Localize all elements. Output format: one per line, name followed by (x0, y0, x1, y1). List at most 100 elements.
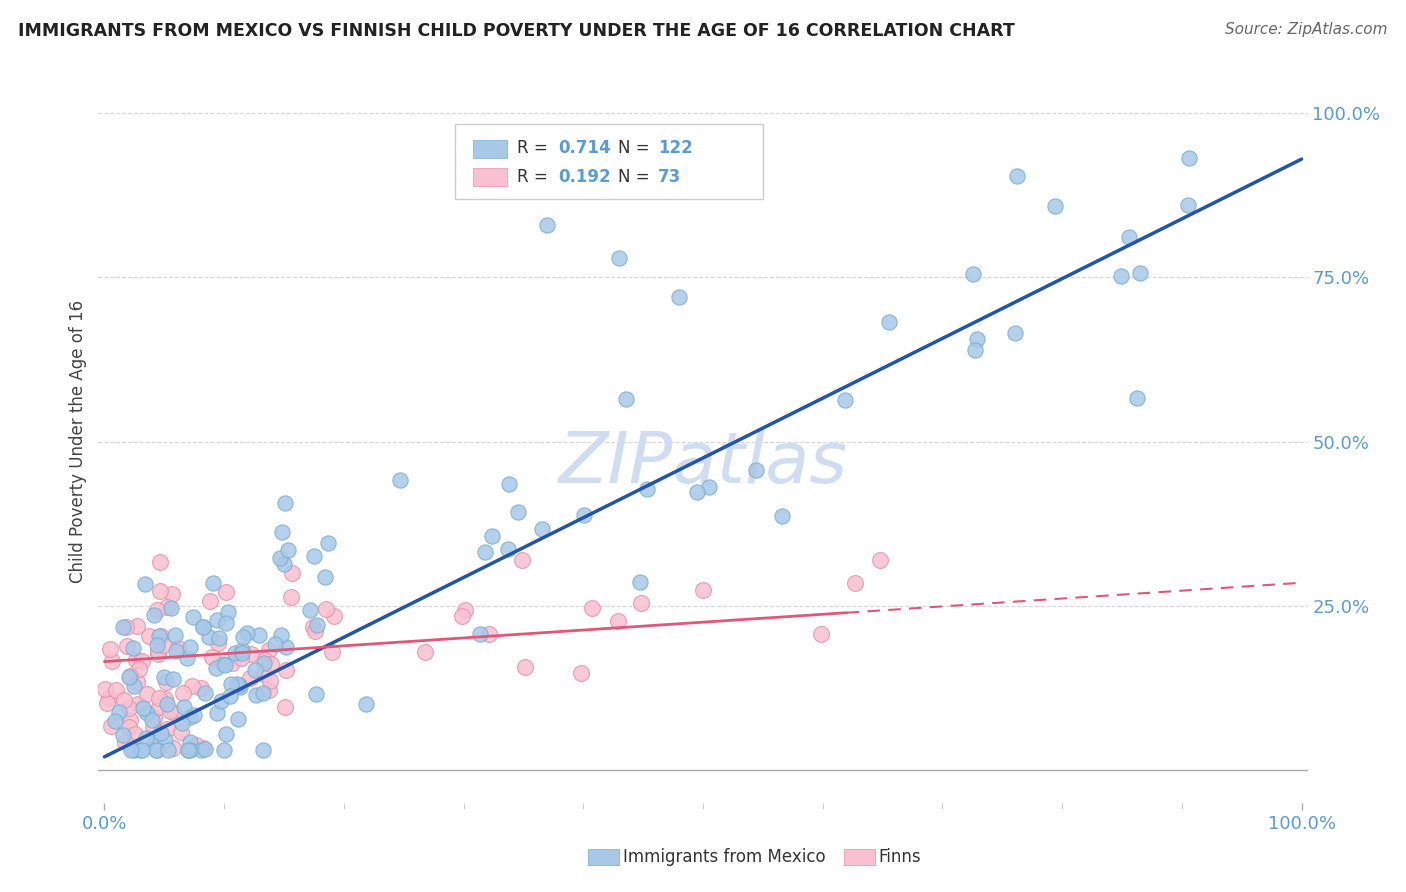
Point (205, 613, 228, 627)
Point (98, 642, 121, 657)
Point (128, 662, 150, 676)
Point (159, 704, 181, 718)
Point (159, 601, 181, 615)
Point (232, 630, 254, 644)
Point (118, 720, 141, 734)
Point (162, 740, 184, 755)
Point (231, 643, 253, 657)
Point (1109, 268, 1132, 283)
Point (131, 743, 153, 757)
Point (274, 496, 297, 510)
Point (142, 739, 165, 753)
Point (315, 601, 337, 615)
Point (270, 628, 292, 642)
Point (112, 693, 135, 707)
Point (481, 528, 503, 542)
Point (810, 626, 832, 640)
Point (281, 566, 304, 581)
Point (193, 620, 215, 634)
Text: R =: R = (517, 139, 553, 157)
Point (354, 697, 377, 711)
Point (668, 290, 690, 304)
Point (257, 643, 280, 657)
Point (104, 714, 127, 728)
FancyBboxPatch shape (456, 124, 763, 200)
Text: 122: 122 (658, 139, 693, 157)
Point (127, 674, 149, 689)
Point (172, 716, 194, 731)
Point (214, 657, 236, 672)
Point (149, 555, 172, 569)
Point (245, 664, 267, 678)
Point (470, 627, 492, 641)
Point (177, 743, 200, 757)
Point (245, 688, 267, 702)
Point (194, 686, 217, 700)
Point (165, 644, 187, 658)
Point (142, 721, 165, 735)
Point (179, 743, 201, 757)
Point (127, 697, 149, 711)
Text: ZIPatlas: ZIPatlas (558, 429, 848, 498)
Point (770, 508, 793, 523)
Point (208, 631, 231, 645)
Point (1125, 391, 1147, 405)
Point (304, 549, 326, 563)
Point (569, 666, 592, 681)
Point (844, 576, 866, 591)
Point (221, 656, 243, 670)
Point (183, 708, 205, 723)
Point (155, 675, 177, 690)
Point (146, 603, 169, 617)
Point (240, 647, 263, 661)
Point (877, 315, 900, 329)
Point (135, 731, 157, 746)
Point (277, 543, 299, 558)
Point (478, 627, 501, 641)
Point (270, 525, 292, 540)
Point (498, 542, 520, 557)
Point (198, 594, 221, 608)
Point (531, 522, 554, 536)
Point (173, 686, 195, 700)
Text: N =: N = (619, 168, 655, 186)
Point (257, 683, 280, 698)
Point (149, 583, 172, 598)
Point (156, 743, 179, 757)
Point (253, 656, 276, 670)
Point (305, 687, 328, 701)
Point (218, 690, 240, 704)
Point (176, 651, 198, 665)
Point (104, 683, 127, 698)
Point (129, 743, 152, 757)
Point (834, 392, 856, 407)
Point (141, 713, 163, 727)
Point (298, 603, 321, 617)
Point (132, 701, 155, 715)
Point (413, 645, 436, 659)
Point (115, 620, 138, 634)
Point (686, 485, 709, 500)
Point (276, 663, 298, 677)
Point (214, 584, 236, 599)
Point (963, 343, 986, 358)
Point (131, 653, 153, 667)
FancyBboxPatch shape (474, 139, 508, 158)
Point (231, 646, 253, 660)
Point (148, 700, 170, 714)
Point (167, 640, 190, 655)
Point (254, 653, 277, 667)
Text: 73: 73 (658, 168, 682, 186)
Point (302, 620, 325, 634)
Point (214, 615, 236, 630)
Point (628, 574, 651, 589)
Point (125, 653, 148, 667)
Point (181, 610, 204, 624)
Point (224, 646, 246, 660)
Y-axis label: Child Poverty Under the Age of 16: Child Poverty Under the Age of 16 (69, 300, 87, 583)
Point (215, 727, 238, 741)
Point (120, 743, 142, 757)
Text: 0.714: 0.714 (558, 139, 610, 157)
Point (114, 734, 136, 748)
Text: 0.192: 0.192 (558, 168, 610, 186)
